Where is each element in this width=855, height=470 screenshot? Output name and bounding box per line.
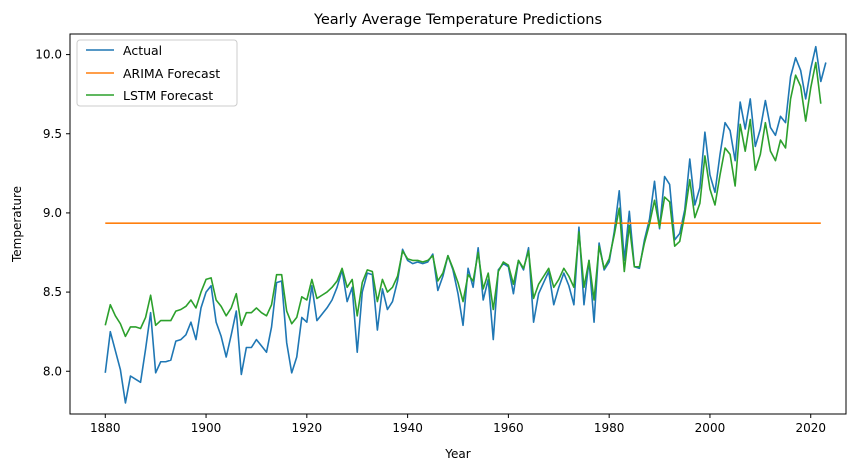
x-tick-label: 1960: [493, 421, 524, 435]
y-tick-label: 9.0: [43, 206, 62, 220]
plot-frame: [69, 33, 847, 415]
y-tick-label: 10.0: [35, 48, 62, 62]
x-tick-label: 1900: [191, 421, 222, 435]
x-tick-label: 2000: [695, 421, 726, 435]
chart-title: Yearly Average Temperature Predictions: [313, 12, 602, 28]
y-tick-label: 8.5: [43, 285, 62, 299]
legend-label-arima: ARIMA Forecast: [123, 66, 220, 81]
legend-box: [76, 39, 238, 107]
y-axis-label: Temperature: [10, 186, 24, 263]
legend: Actual ARIMA Forecast LSTM Forecast: [76, 39, 238, 107]
y-tick-label: 9.5: [43, 127, 62, 141]
x-tick-label: 2020: [795, 421, 826, 435]
legend-label-lstm: LSTM Forecast: [123, 88, 213, 103]
lstm-forecast-line: [104, 61, 822, 338]
x-tick-label: 1880: [90, 421, 121, 435]
x-axis-label: Year: [444, 447, 470, 461]
legend-label-actual: Actual: [123, 43, 162, 58]
actual-line: [104, 45, 827, 404]
y-tick-label: 8.0: [43, 364, 62, 378]
y-axis: 8.0 8.5 9.0 9.5 10.0: [35, 48, 70, 378]
x-tick-label: 1980: [594, 421, 625, 435]
x-axis: 1880 1900 1920 1940 1960 1980 2000 2020: [90, 414, 826, 435]
series-layer: [104, 45, 827, 404]
x-tick-label: 1940: [392, 421, 423, 435]
x-tick-label: 1920: [292, 421, 323, 435]
